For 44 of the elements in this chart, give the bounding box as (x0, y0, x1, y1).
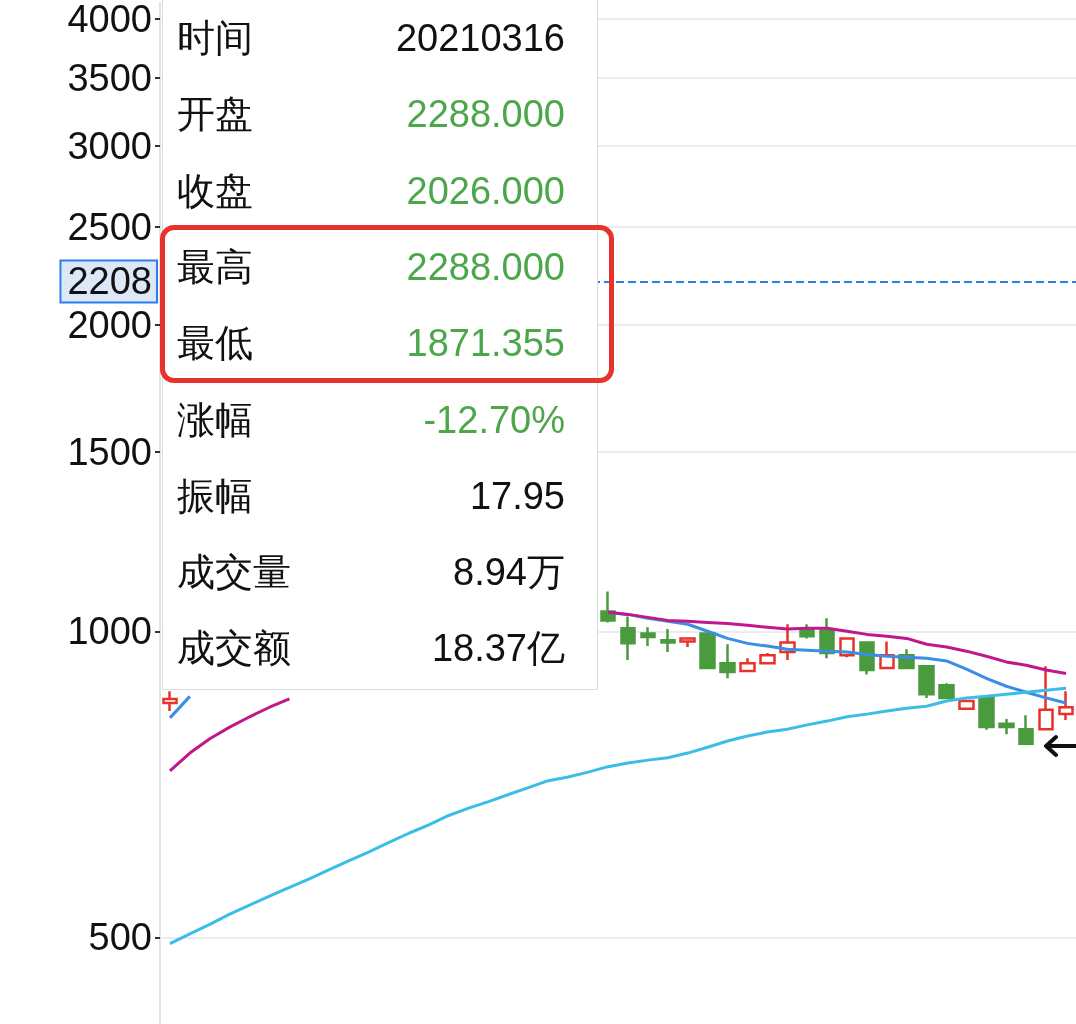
candlestick (660, 627, 676, 654)
y-tick-label: 3500 (67, 56, 152, 99)
candlestick (1058, 690, 1074, 722)
y-tick-label: 1000 (67, 610, 152, 653)
candlestick (918, 664, 935, 700)
y-tick-label: 2500 (67, 205, 152, 248)
candlestick (978, 696, 995, 732)
candlestick (679, 637, 696, 649)
text: -12.70% (423, 398, 565, 441)
candlestick (739, 656, 756, 673)
category-label: 成交额 (177, 625, 291, 673)
text: 17.95 (469, 474, 565, 517)
candlestick (938, 682, 955, 700)
text: 2026.000 (406, 169, 565, 212)
y-tick-label: 500 (88, 916, 152, 959)
candlestick (1018, 713, 1034, 746)
y-tick-label: 2000 (67, 304, 152, 347)
y-tick-label: 4000 (67, 0, 152, 40)
category-label: 振幅 (177, 472, 253, 520)
text: 2288.000 (406, 245, 565, 288)
candlestick (620, 615, 636, 662)
category-label: 开盘 (177, 91, 253, 139)
text: 20210316 (395, 17, 565, 59)
text: 2288.000 (406, 93, 565, 136)
ref-line-label: 2208 (67, 260, 152, 303)
category-label: 成交量 (177, 549, 291, 597)
category-label: 涨幅 (177, 396, 253, 444)
line-series (168, 686, 1068, 946)
y-tick-label: 1500 (67, 431, 152, 474)
category-label: 收盘 (177, 167, 253, 215)
candlestick (719, 643, 736, 680)
candlestick (958, 699, 975, 711)
text: 1871.355 (406, 322, 565, 365)
candlestick (998, 717, 1015, 736)
y-tick-label: 3000 (67, 125, 152, 168)
candlestick (759, 651, 776, 666)
category-label: 最低 (177, 320, 253, 368)
text: 18.37亿 (431, 627, 565, 670)
candlestick (699, 632, 716, 670)
text: 8.94万 (453, 551, 565, 594)
candlestick (640, 626, 656, 648)
candlestick (1038, 664, 1054, 731)
category-label: 最高 (177, 243, 253, 291)
category-label: 时间 (177, 15, 253, 62)
